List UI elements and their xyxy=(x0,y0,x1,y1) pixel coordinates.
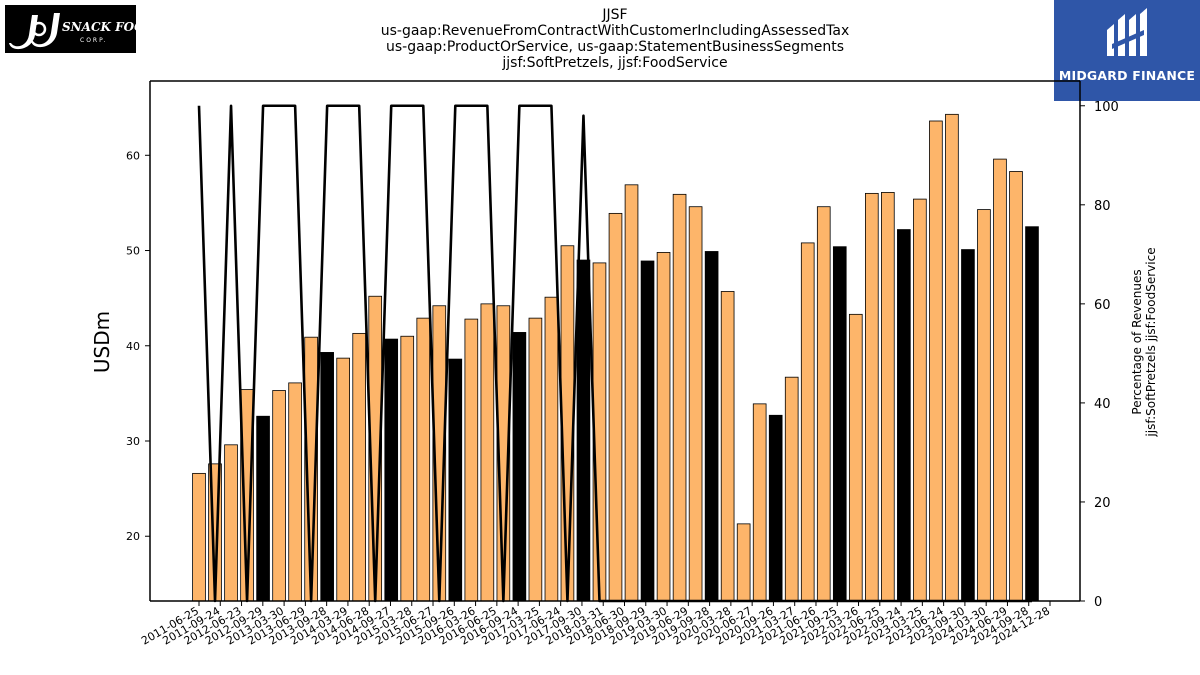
bar xyxy=(897,229,911,602)
bar xyxy=(881,192,895,602)
bar xyxy=(464,318,479,602)
bar xyxy=(945,113,959,602)
bar xyxy=(576,259,591,602)
bar xyxy=(1009,171,1023,602)
bar xyxy=(352,332,366,602)
y-tick-label: 60 xyxy=(126,149,140,162)
bar xyxy=(288,382,302,602)
y-tick-label: 50 xyxy=(126,245,140,258)
bar xyxy=(800,242,815,602)
bar xyxy=(624,184,639,602)
bar xyxy=(993,158,1007,602)
bar xyxy=(704,251,719,602)
jj-snack-foods-logo: SNACK FOODS CORP. xyxy=(5,5,164,53)
y2-tick-label: 20 xyxy=(1094,496,1111,511)
bar xyxy=(977,209,991,602)
bar xyxy=(961,249,975,602)
bar xyxy=(272,390,286,602)
y-tick-label: 30 xyxy=(126,435,140,448)
bar xyxy=(929,120,943,602)
bar xyxy=(448,358,463,602)
bar xyxy=(544,296,559,602)
bar xyxy=(480,303,495,602)
bar xyxy=(640,260,655,602)
chart-title: JJSF us-gaap:RevenueFromContractWithCust… xyxy=(315,7,915,71)
chart-title-line-4: jjsf:SoftPretzels, jjsf:FoodService xyxy=(502,55,728,71)
bar xyxy=(400,335,415,602)
bar xyxy=(384,338,399,602)
y2-tick-label: 80 xyxy=(1094,199,1111,214)
y2-tick-label: 60 xyxy=(1094,298,1111,313)
midgard-mark-icon xyxy=(1107,8,1147,56)
chart-title-line-1: JJSF xyxy=(602,7,628,23)
y2-tick-label: 40 xyxy=(1094,397,1111,412)
y-tick-label: 40 xyxy=(126,340,140,353)
bar xyxy=(736,523,751,602)
bar xyxy=(688,206,703,602)
chart-title-line-3: us-gaap:ProductOrService, us-gaap:Statem… xyxy=(385,39,844,55)
bar xyxy=(656,252,671,602)
bar xyxy=(224,444,238,602)
bar xyxy=(256,415,270,602)
bar xyxy=(848,313,863,602)
bar xyxy=(336,357,350,602)
bar xyxy=(320,352,334,602)
bar xyxy=(192,472,206,602)
bar xyxy=(1025,226,1039,602)
y-tick-label: 20 xyxy=(126,530,140,543)
chart-title-line-2: us-gaap:RevenueFromContractWithCustomerI… xyxy=(380,23,850,39)
bar xyxy=(608,212,623,602)
bar xyxy=(865,192,879,602)
midgard-finance-logo: MIDGARD FINANCE xyxy=(1054,0,1200,101)
bar xyxy=(672,193,687,602)
bar xyxy=(768,414,783,602)
bar xyxy=(832,246,847,602)
y2-tick-label: 0 xyxy=(1094,595,1102,610)
y2-tick-label: 100 xyxy=(1094,100,1119,115)
bar xyxy=(913,198,927,602)
bar xyxy=(512,332,527,602)
bar xyxy=(752,403,767,602)
bar xyxy=(528,317,543,602)
midgard-logo-text: MIDGARD FINANCE xyxy=(1058,68,1196,83)
bar xyxy=(720,291,735,602)
svg-text:CORP.: CORP. xyxy=(80,37,108,44)
bar xyxy=(416,317,431,602)
bar xyxy=(816,206,831,602)
bar xyxy=(784,376,799,602)
